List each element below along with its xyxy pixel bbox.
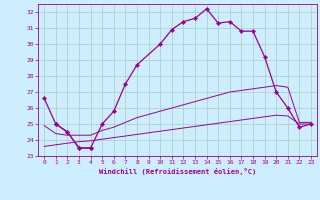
X-axis label: Windchill (Refroidissement éolien,°C): Windchill (Refroidissement éolien,°C) xyxy=(99,168,256,175)
